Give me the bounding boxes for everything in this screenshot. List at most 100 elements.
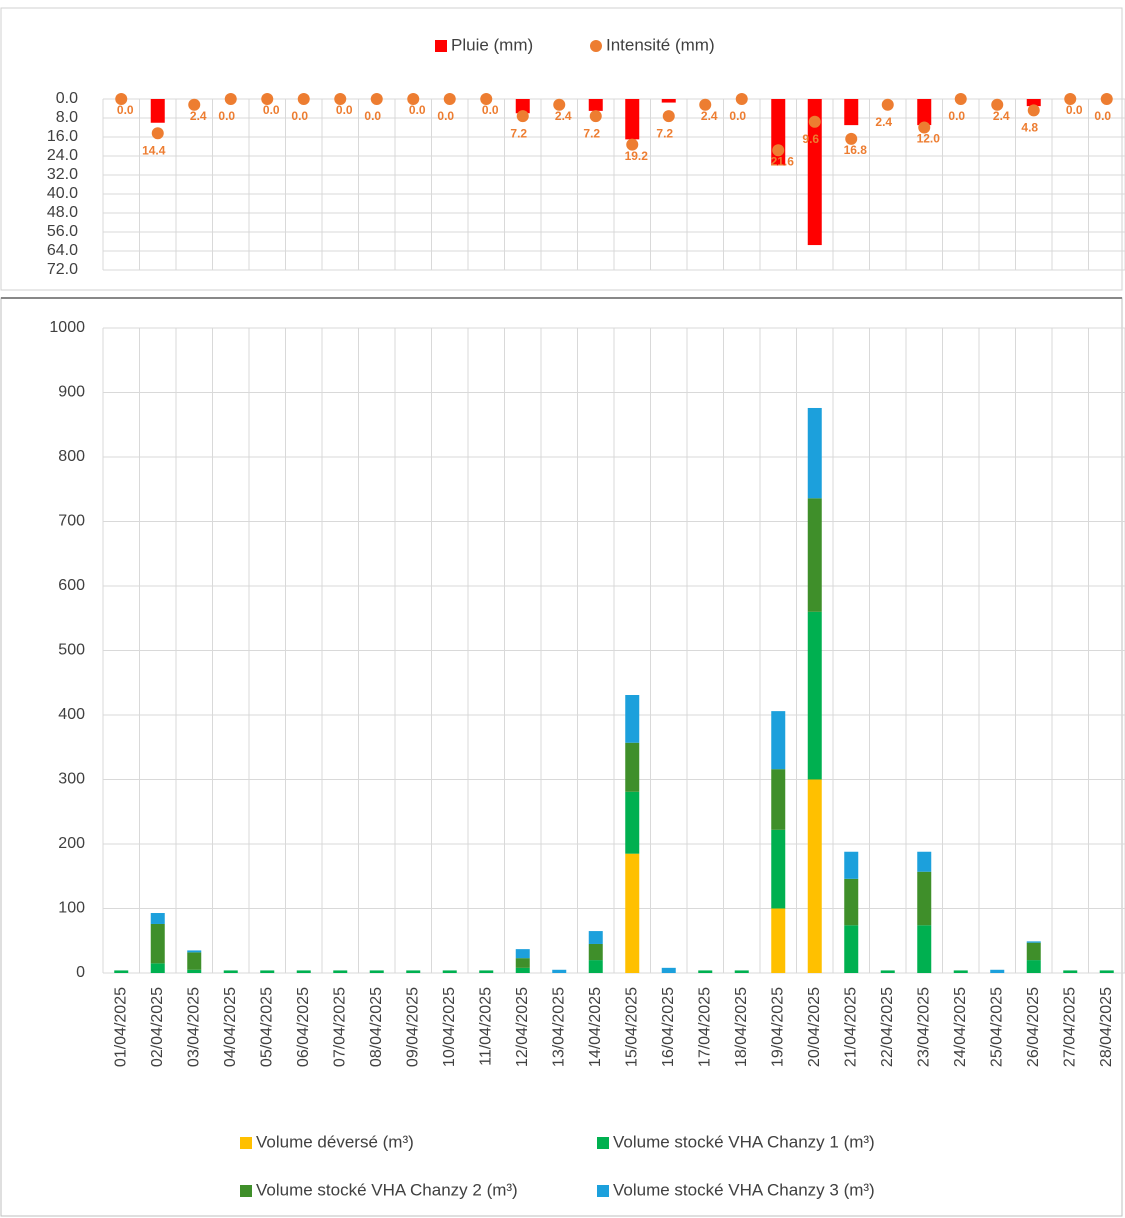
x-tick-label: 15/04/2025 [623,987,640,1067]
bar [552,969,567,973]
data-label: 0.0 [263,103,280,117]
bar [150,913,165,924]
bar [515,967,530,973]
dot [918,121,931,134]
bar [625,742,640,792]
x-tick-label: 08/04/2025 [368,987,385,1067]
bar [479,970,494,973]
x-tick-label: 14/04/2025 [587,987,604,1067]
legend-label: Volume stocké VHA Chanzy 1 (m³) [613,1132,875,1151]
data-label: 0.0 [948,109,965,123]
bar [698,970,713,973]
bar [114,970,129,973]
bar [771,908,786,973]
data-label: 0.0 [482,103,499,117]
y-tick-label: 16.0 [47,128,78,145]
bar [1063,970,1078,973]
x-tick-label: 11/04/2025 [477,987,494,1066]
top-panel [0,7,1123,291]
x-tick-label: 10/04/2025 [441,987,458,1067]
bar [406,970,421,973]
legend-label: Volume stocké VHA Chanzy 3 (m³) [613,1180,875,1199]
x-tick-label: 27/04/2025 [1061,987,1078,1067]
y-tick-label: 900 [58,384,85,401]
dot [115,93,128,105]
bar [1026,99,1041,107]
x-tick-label: 28/04/2025 [1098,987,1115,1067]
y-tick-label: 700 [58,513,85,530]
bar [844,851,859,879]
data-label: 2.4 [555,109,572,123]
dot [662,110,675,123]
bar [588,931,603,944]
dot [334,93,347,105]
bar [661,99,676,103]
dot [370,93,383,105]
bar [1026,942,1041,961]
bar [771,829,786,909]
bar [625,99,640,140]
x-tick-label: 22/04/2025 [879,987,896,1067]
y-tick-label: 56.0 [47,223,78,240]
x-tick-label: 13/04/2025 [550,987,567,1067]
x-tick-label: 25/04/2025 [988,987,1005,1067]
bar [625,695,640,743]
x-tick-label: 07/04/2025 [331,987,348,1067]
dot [407,93,420,105]
legend-label: Pluie (mm) [451,35,533,54]
bar [844,99,859,126]
data-label: 16.8 [844,143,868,157]
bar [187,969,202,973]
dot [845,132,858,145]
legend-swatch [590,40,602,52]
data-label: 0.0 [437,109,454,123]
bar [515,99,530,114]
data-label: 2.4 [875,115,892,129]
x-tick-label: 19/04/2025 [769,987,786,1067]
x-tick-label: 26/04/2025 [1025,987,1042,1067]
x-tick-label: 05/04/2025 [258,987,275,1067]
bar [588,960,603,973]
data-label: 12.0 [917,132,941,146]
legend-swatch [435,40,447,52]
dot [808,115,821,128]
bar [187,950,202,953]
bar [223,970,238,973]
bar [661,967,676,973]
data-label: 9.6 [802,132,819,146]
data-label: 7.2 [510,126,527,140]
data-label: 0.0 [218,109,235,123]
dot [954,93,967,105]
bar [150,963,165,973]
bar [588,99,603,111]
legend-swatch [240,1185,252,1197]
y-tick-label: 800 [58,448,85,465]
x-tick-label: 23/04/2025 [915,987,932,1067]
bar [771,769,786,830]
bar [917,925,932,973]
y-tick-label: 1000 [49,319,85,336]
bar [844,878,859,926]
dot [1064,93,1077,105]
y-tick-label: 24.0 [47,147,78,164]
y-tick-label: 64.0 [47,242,78,259]
x-tick-label: 02/04/2025 [149,987,166,1067]
data-label: 7.2 [656,126,673,140]
bar [807,498,822,612]
y-tick-label: 48.0 [47,204,78,221]
bar [296,970,311,973]
bar [1026,941,1041,943]
bar [917,871,932,926]
data-label: 0.0 [729,109,746,123]
x-tick-label: 17/04/2025 [696,987,713,1067]
dot [589,110,602,123]
bar [333,970,348,973]
bar [625,791,640,854]
y-tick-label: 0.0 [56,90,78,107]
data-label: 19.2 [625,149,649,163]
data-label: 21.6 [771,154,795,168]
data-label: 14.4 [142,143,166,157]
y-tick-label: 300 [58,771,85,788]
data-label: 4.8 [1021,121,1038,135]
